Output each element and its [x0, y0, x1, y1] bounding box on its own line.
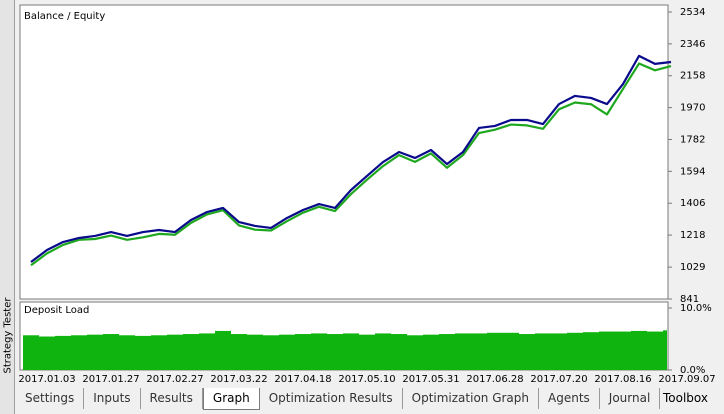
bar: [103, 334, 119, 370]
bar: [87, 334, 103, 370]
bar: [439, 334, 455, 370]
bar: [151, 335, 167, 370]
x-tick-label: 2017.01.27: [82, 374, 139, 385]
y-tick-label: 1406: [680, 198, 705, 209]
x-tick-label: 2017.04.18: [274, 374, 331, 385]
bar: [119, 335, 135, 370]
bar: [583, 332, 599, 370]
x-tick-label: 2017.06.28: [466, 374, 523, 385]
bar: [487, 332, 503, 370]
bar: [455, 333, 471, 370]
bar: [71, 335, 87, 370]
bar: [519, 334, 535, 370]
bar: [199, 333, 215, 370]
bar: [23, 335, 39, 370]
bar: [551, 333, 567, 370]
legend-separator: /: [64, 11, 74, 22]
y-tick-label: 1029: [680, 262, 705, 273]
bar: [567, 332, 583, 370]
bar: [615, 331, 631, 370]
bar: [423, 334, 439, 370]
bar: [503, 332, 519, 370]
y-tick-label: 2158: [680, 71, 705, 82]
legend-balance: Balance: [24, 11, 64, 22]
bar: [55, 335, 71, 370]
series-line: [30, 62, 672, 267]
bar: [311, 333, 327, 370]
tab[interactable]: Graph: [202, 388, 260, 410]
bar: [327, 334, 343, 370]
tab-bar: Settings Inputs Results Graph Optimization R…: [16, 388, 661, 410]
x-tick-label: 2017.01.03: [18, 374, 75, 385]
x-tick-label: 2017.02.27: [146, 374, 203, 385]
bar: [663, 330, 667, 370]
bar: [391, 334, 407, 370]
tab[interactable]: Optimization Graph: [403, 388, 540, 409]
bar: [215, 330, 231, 370]
series-line: [30, 54, 672, 263]
bar: [359, 334, 375, 370]
tab[interactable]: Results: [141, 388, 203, 409]
side-panel: Strategy Tester: [0, 0, 15, 414]
bar: [407, 335, 423, 370]
bar: [647, 331, 663, 370]
bar: [295, 334, 311, 370]
bar: [343, 333, 359, 370]
y-tick-label: 1782: [680, 134, 705, 145]
y-tick-label: 10.0%: [680, 303, 712, 314]
y-tick-label: 841: [680, 294, 699, 305]
tab[interactable]: Journal: [600, 388, 661, 409]
y-tick-label: 2346: [680, 39, 705, 50]
bar: [279, 334, 295, 370]
x-tick-label: 2017.05.31: [402, 374, 459, 385]
y-tick-label: 1594: [680, 166, 705, 177]
tab[interactable]: Agents: [539, 388, 600, 409]
bar: [183, 334, 199, 370]
load-title: Deposit Load: [24, 305, 89, 316]
y-tick-label: 0.0%: [680, 365, 705, 376]
toolbox[interactable]: Toolbox: [663, 391, 708, 405]
chart: Balance / Equity Deposit Load 2534 2346 21…: [18, 4, 716, 385]
main-plot: [19, 4, 669, 300]
bar: [167, 334, 183, 370]
tab[interactable]: Settings: [16, 388, 85, 409]
bar: [471, 333, 487, 370]
x-tick-label: 2017.05.10: [338, 374, 395, 385]
x-tick-label: 2017.09.07: [658, 374, 715, 385]
bar: [135, 335, 151, 370]
y-tick-label: 1970: [680, 103, 705, 114]
bar: [375, 333, 391, 370]
x-tick-label: 2017.07.20: [530, 374, 587, 385]
bar: [631, 330, 647, 370]
bar: [599, 331, 615, 370]
bar: [535, 333, 551, 370]
bar: [263, 335, 279, 370]
tab[interactable]: Inputs: [84, 388, 141, 409]
tab[interactable]: Optimization Results: [260, 388, 403, 409]
x-tick-label: 2017.03.22: [210, 374, 267, 385]
bar: [39, 336, 55, 370]
bar: [231, 334, 247, 370]
y-tick-label: 1218: [680, 230, 705, 241]
legend-equity: Equity: [74, 11, 106, 22]
bar: [247, 334, 263, 370]
y-tick-label: 2534: [680, 7, 705, 18]
x-tick-label: 2017.08.16: [594, 374, 651, 385]
